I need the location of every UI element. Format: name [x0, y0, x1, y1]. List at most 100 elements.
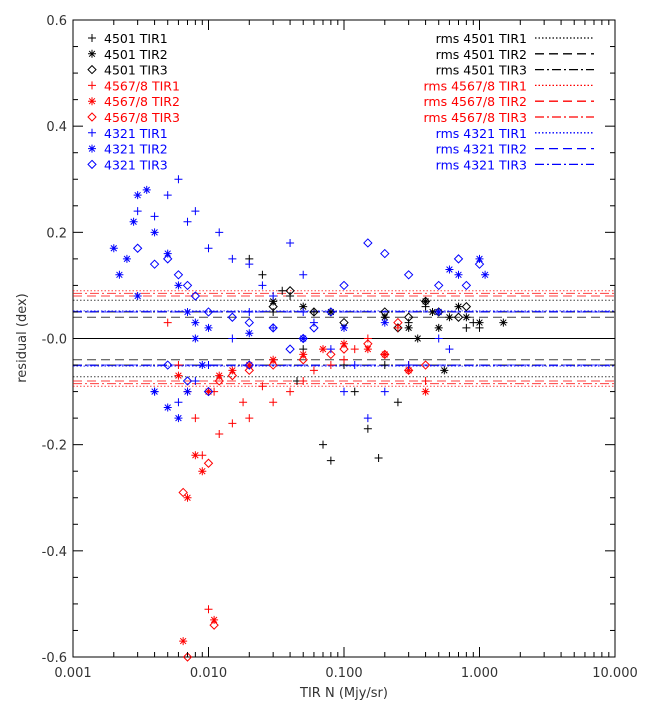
data-point-s1-6 [428, 307, 437, 316]
legend-label-2: 4501 TIR3 [104, 63, 168, 78]
y-tick-label-5: -0.4 [42, 545, 67, 560]
data-point-s5-12 [380, 349, 390, 360]
data-point-s4-6 [215, 371, 224, 380]
data-point-s8-20-shape [163, 360, 173, 370]
legend-marker-4 [88, 97, 96, 106]
data-point-s8-7 [227, 312, 238, 322]
data-point-s1-3-shape [380, 313, 389, 322]
data-point-s5-3-shape [209, 620, 219, 630]
data-point-s1-7-shape [434, 323, 443, 332]
data-point-s1-7 [434, 323, 443, 332]
data-point-s4-14 [380, 350, 389, 359]
data-point-s6-15 [326, 345, 335, 354]
data-point-s8-25 [309, 323, 319, 333]
data-point-s3-11-shape [286, 387, 295, 396]
data-point-s3-3 [191, 414, 200, 423]
data-point-s8-12-shape [339, 280, 349, 291]
data-point-s8-4 [182, 280, 193, 291]
data-point-s5-6 [244, 365, 254, 376]
data-point-s6-20 [404, 361, 413, 370]
data-point-s6-9-shape [245, 260, 254, 269]
data-point-s6-13 [299, 307, 308, 316]
data-point-s6-2 [163, 191, 172, 200]
data-point-s0-1 [258, 270, 267, 279]
data-point-s7-11-shape [150, 387, 159, 396]
data-point-s4-8 [245, 361, 254, 370]
data-point-s0-18 [350, 387, 359, 396]
data-point-s4-11 [319, 345, 328, 354]
legend-label-7: 4321 TIR2 [104, 142, 168, 157]
data-point-s3-13-shape [309, 366, 318, 375]
data-point-s4-12-shape [340, 339, 348, 348]
data-point-s1-10 [462, 313, 471, 322]
data-point-s7-1-shape [122, 254, 131, 263]
data-point-s7-23-shape [454, 270, 463, 279]
data-point-s0-1-shape [258, 270, 267, 279]
data-point-s1-11 [475, 318, 484, 327]
legend-marker-7 [88, 144, 96, 153]
data-point-s3-12 [299, 376, 308, 385]
legend-marker-3 [88, 81, 96, 90]
data-point-s8-19 [461, 280, 472, 291]
data-point-s3-21 [393, 323, 402, 332]
data-point-s7-10 [163, 403, 172, 412]
data-point-s7-5-shape [163, 249, 172, 258]
legend-label-0: 4501 TIR1 [104, 31, 168, 46]
data-point-s7-24 [475, 254, 484, 263]
data-point-s8-19-shape [461, 280, 472, 291]
data-point-s6-0-shape [133, 207, 142, 216]
data-point-s8-1-shape [149, 259, 160, 269]
data-point-s6-11-shape [269, 292, 278, 301]
data-point-s3-16-shape [350, 345, 359, 354]
data-point-s3-3-shape [191, 414, 200, 423]
data-point-s5-9-shape [326, 349, 336, 360]
rms-legend-label-0: rms 4501 TIR1 [436, 31, 527, 46]
data-point-s6-5 [191, 207, 200, 216]
data-point-s6-8-shape [228, 254, 237, 263]
data-point-s5-11-shape [363, 339, 373, 349]
data-point-s1-8 [440, 366, 449, 375]
data-point-s6-4 [183, 217, 192, 226]
data-point-s8-20 [163, 360, 173, 370]
data-point-s8-5 [190, 291, 201, 301]
data-point-s4-7 [228, 366, 237, 375]
data-point-s6-0 [133, 207, 142, 216]
data-point-s7-24-shape [475, 254, 484, 263]
data-point-s6-24 [174, 398, 183, 407]
data-point-s8-16 [434, 280, 444, 291]
data-point-s5-12-shape [380, 349, 390, 360]
data-point-s7-25-shape [481, 270, 490, 279]
data-point-s6-22 [445, 345, 454, 354]
data-point-s7-1 [122, 254, 131, 263]
data-point-s7-27-shape [129, 217, 138, 226]
data-point-s5-13 [403, 365, 414, 376]
data-point-s7-18 [299, 334, 308, 343]
data-point-s3-4 [198, 451, 207, 460]
data-point-s5-7-shape [268, 360, 278, 370]
data-point-s8-9-shape [268, 323, 278, 333]
data-point-s3-16 [350, 345, 359, 354]
legend-marker-1 [88, 49, 96, 58]
rms-legend-label-5: rms 4567/8 TIR3 [424, 110, 528, 125]
data-point-s5-1-shape [182, 652, 193, 662]
data-point-s3-22-shape [239, 398, 248, 407]
data-point-s3-1-shape [174, 361, 183, 370]
data-point-s7-11 [150, 387, 159, 396]
data-point-s3-22 [239, 398, 248, 407]
legend-marker-7-shape [88, 144, 96, 153]
rms-legend-label-7: rms 4321 TIR2 [436, 142, 527, 157]
data-point-s3-11 [286, 387, 295, 396]
data-point-s1-4-shape [404, 323, 413, 332]
legend-label-5: 4567/8 TIR3 [104, 110, 180, 125]
data-point-s4-10-shape [299, 350, 308, 359]
data-point-s5-2 [203, 458, 214, 468]
data-point-s7-16 [204, 323, 213, 332]
data-point-s5-3 [209, 620, 219, 630]
data-point-s4-5 [210, 615, 219, 624]
data-point-s2-6 [420, 296, 431, 307]
legend-marker-8 [87, 159, 97, 170]
data-point-s0-6 [319, 440, 328, 449]
data-point-s6-27-shape [228, 334, 237, 343]
data-point-s1-13-shape [445, 313, 454, 322]
